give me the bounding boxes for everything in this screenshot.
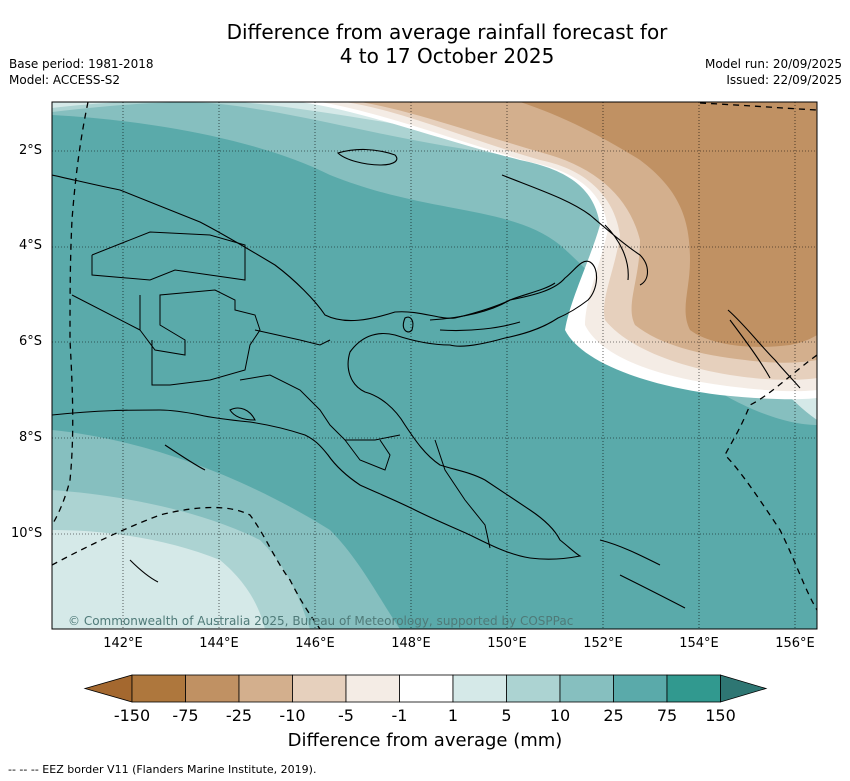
colorbar-tick-label: 25 xyxy=(603,706,624,725)
colorbar-bin xyxy=(131,674,186,703)
colorbar-tick-label: 10 xyxy=(549,706,571,725)
colorbar-tick-label: 1 xyxy=(447,706,459,725)
eez-north xyxy=(699,102,817,111)
border-central xyxy=(344,439,391,471)
chart-title: Difference from average rainfall forecas… xyxy=(0,20,850,68)
colorbar-bin xyxy=(506,674,561,703)
colorbar-bin xyxy=(666,674,721,703)
eez-east xyxy=(724,354,817,611)
colorbar-title: Difference from average (mm) xyxy=(287,730,563,751)
lon-label-150e: 150°E xyxy=(487,636,527,651)
eez-borders xyxy=(52,102,817,629)
colorbar-extend-low xyxy=(83,674,133,703)
border-sandaun xyxy=(91,231,246,281)
colorbar-bin xyxy=(345,674,400,703)
colorbar-tick-label: 5 xyxy=(501,706,512,725)
model-text: Model: ACCESS-S2 xyxy=(9,73,121,87)
coastlines xyxy=(52,148,801,609)
lon-label-152e: 152°E xyxy=(583,636,623,651)
colorbar-tick-label: -25 xyxy=(225,706,253,725)
model-run-text: Model run: 20/09/2025 xyxy=(704,57,842,71)
colorbar-tick-label: 75 xyxy=(656,706,678,725)
lon-label-148e: 148°E xyxy=(391,636,431,651)
colorbar-bin xyxy=(185,674,240,703)
colorbar-bin xyxy=(292,674,347,703)
south-coast xyxy=(129,444,206,583)
border-oro xyxy=(434,439,491,549)
lat-label-6s: 6°S xyxy=(19,334,43,349)
lon-label-144e: 144°E xyxy=(199,636,239,651)
map-frame xyxy=(51,101,818,630)
lat-label-8s: 8°S xyxy=(19,430,43,445)
border-gulf xyxy=(239,374,401,441)
copyright-credit: © Commonwealth of Australia 2025, Bureau… xyxy=(68,614,574,628)
new-ireland-coast xyxy=(501,174,649,286)
band-minus75 xyxy=(520,102,817,347)
base-period-text: Base period: 1981-2018 xyxy=(9,57,154,71)
small-island-1 xyxy=(402,316,414,333)
colorbar-tick-label: -75 xyxy=(172,706,199,725)
border-highlands xyxy=(139,289,261,386)
colorbar-bin xyxy=(452,674,507,703)
colorbar-tick-label: 150 xyxy=(705,706,736,725)
lat-label-2s: 2°S xyxy=(19,143,43,158)
eez-west xyxy=(52,102,89,526)
colorbar-tick-label: -150 xyxy=(113,706,151,725)
colorbar xyxy=(83,674,768,703)
lat-label-4s: 4°S xyxy=(19,238,43,253)
eez-footnote: -- -- -- EEZ border V11 (Flanders Marine… xyxy=(8,763,317,776)
colorbar-bin xyxy=(238,674,293,703)
solomon-coast xyxy=(599,539,686,609)
colorbar-tick-label: -5 xyxy=(338,706,354,725)
png-mainland-coast xyxy=(52,174,598,560)
manus-island xyxy=(336,148,398,166)
colorbar-bin xyxy=(613,674,668,703)
bougainville-coast xyxy=(727,309,801,389)
colorbar-bin xyxy=(399,674,454,703)
lon-label-146e: 146°E xyxy=(295,636,335,651)
eez-south xyxy=(52,506,321,629)
lon-label-156e: 156°E xyxy=(775,636,815,651)
colorbar-tick-label: -10 xyxy=(279,706,306,725)
province-borders xyxy=(71,231,491,549)
lat-label-10s: 10°S xyxy=(11,526,43,541)
meta-left: Base period: 1981-2018 Model: ACCESS-S2 xyxy=(9,56,154,88)
band-south-near-zero xyxy=(52,530,265,629)
lon-label-154e: 154°E xyxy=(679,636,719,651)
fly-river-islands xyxy=(229,407,256,421)
meta-right: Model run: 20/09/2025 Issued: 22/09/2025 xyxy=(705,56,842,88)
colorbar-tick-label: -1 xyxy=(391,706,408,725)
colorbar-extend-high xyxy=(720,674,768,703)
colorbar-bin xyxy=(559,674,614,703)
lon-label-142e: 142°E xyxy=(103,636,143,651)
border-west xyxy=(71,294,331,346)
rainfall-anomaly-field xyxy=(52,102,817,629)
new-britain-coast xyxy=(429,282,556,332)
issued-text: Issued: 22/09/2025 xyxy=(726,73,842,87)
graticule xyxy=(52,102,817,629)
title-line-1: Difference from average rainfall forecas… xyxy=(226,20,668,44)
title-line-2: 4 to 17 October 2025 xyxy=(339,44,555,68)
